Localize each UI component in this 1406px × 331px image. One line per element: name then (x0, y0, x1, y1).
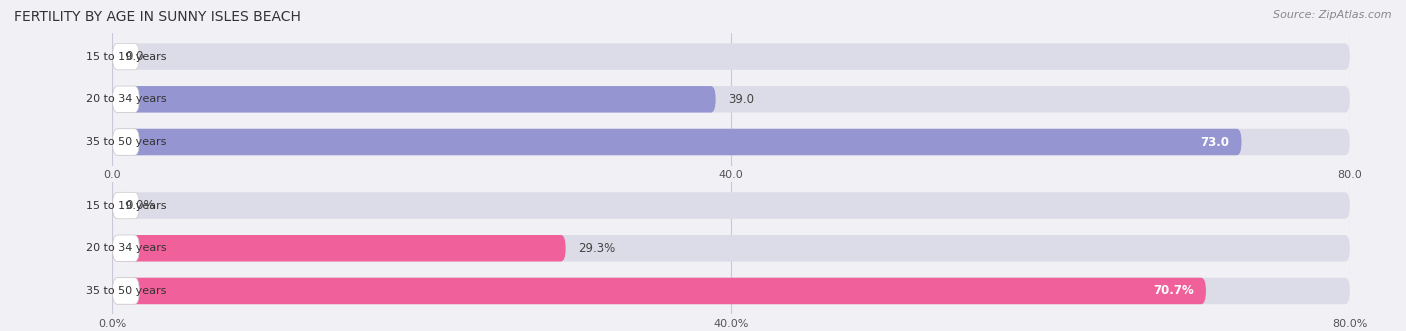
Text: FERTILITY BY AGE IN SUNNY ISLES BEACH: FERTILITY BY AGE IN SUNNY ISLES BEACH (14, 10, 301, 24)
FancyBboxPatch shape (112, 129, 1241, 155)
FancyBboxPatch shape (112, 86, 139, 113)
FancyBboxPatch shape (112, 192, 1350, 219)
Text: 20 to 34 years: 20 to 34 years (86, 94, 166, 104)
Text: 15 to 19 years: 15 to 19 years (86, 52, 166, 62)
FancyBboxPatch shape (112, 192, 139, 219)
FancyBboxPatch shape (112, 86, 716, 113)
Text: 29.3%: 29.3% (578, 242, 616, 255)
FancyBboxPatch shape (112, 235, 139, 261)
Text: 35 to 50 years: 35 to 50 years (86, 286, 166, 296)
Text: Source: ZipAtlas.com: Source: ZipAtlas.com (1274, 10, 1392, 20)
FancyBboxPatch shape (112, 43, 120, 70)
Text: 39.0: 39.0 (728, 93, 754, 106)
FancyBboxPatch shape (112, 43, 139, 70)
Text: 0.0%: 0.0% (125, 199, 155, 212)
FancyBboxPatch shape (112, 129, 1350, 155)
FancyBboxPatch shape (112, 278, 1350, 304)
FancyBboxPatch shape (112, 235, 1350, 261)
FancyBboxPatch shape (112, 278, 139, 304)
FancyBboxPatch shape (112, 86, 1350, 113)
Text: 0.0: 0.0 (125, 50, 143, 63)
Text: 15 to 19 years: 15 to 19 years (86, 201, 166, 211)
Text: 20 to 34 years: 20 to 34 years (86, 243, 166, 253)
FancyBboxPatch shape (112, 129, 139, 155)
FancyBboxPatch shape (112, 278, 1206, 304)
FancyBboxPatch shape (112, 43, 1350, 70)
FancyBboxPatch shape (112, 235, 565, 261)
Text: 73.0: 73.0 (1201, 135, 1229, 149)
Text: 35 to 50 years: 35 to 50 years (86, 137, 166, 147)
FancyBboxPatch shape (112, 192, 120, 219)
Text: 70.7%: 70.7% (1153, 284, 1194, 298)
